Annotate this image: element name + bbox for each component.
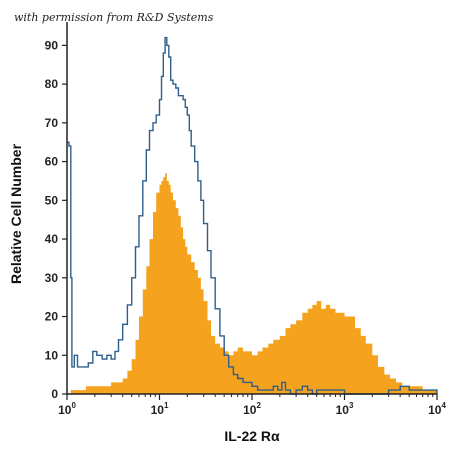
y-tick-label: 40 (45, 232, 59, 246)
x-tick-label: 104 (428, 401, 446, 417)
y-axis-title: Relative Cell Number (8, 143, 24, 284)
y-tick-label: 10 (45, 348, 59, 362)
x-axis-ticks: 100 101 102 103 104 (58, 394, 446, 417)
outline-histogram (67, 36, 438, 395)
permission-watermark: with permission from R&D Systems (14, 11, 214, 24)
x-axis-title: IL-22 Rα (224, 428, 280, 444)
x-tick-label: 103 (336, 401, 354, 417)
x-tick-label: 102 (243, 401, 261, 417)
x-tick-label: 101 (151, 401, 169, 417)
filled-histogram (67, 173, 437, 394)
y-tick-label: 20 (45, 310, 59, 324)
y-tick-label: 90 (45, 38, 59, 52)
y-tick-label: 70 (45, 116, 59, 130)
y-tick-label: 30 (45, 271, 59, 285)
y-tick-label: 80 (45, 77, 59, 91)
plot-area (67, 36, 438, 395)
y-tick-label: 0 (51, 387, 58, 401)
x-tick-label: 100 (58, 401, 76, 417)
y-tick-label: 50 (45, 193, 59, 207)
y-axis-ticks: 0 10 20 30 40 50 60 70 80 90 (45, 38, 67, 401)
y-tick-label: 60 (45, 155, 59, 169)
